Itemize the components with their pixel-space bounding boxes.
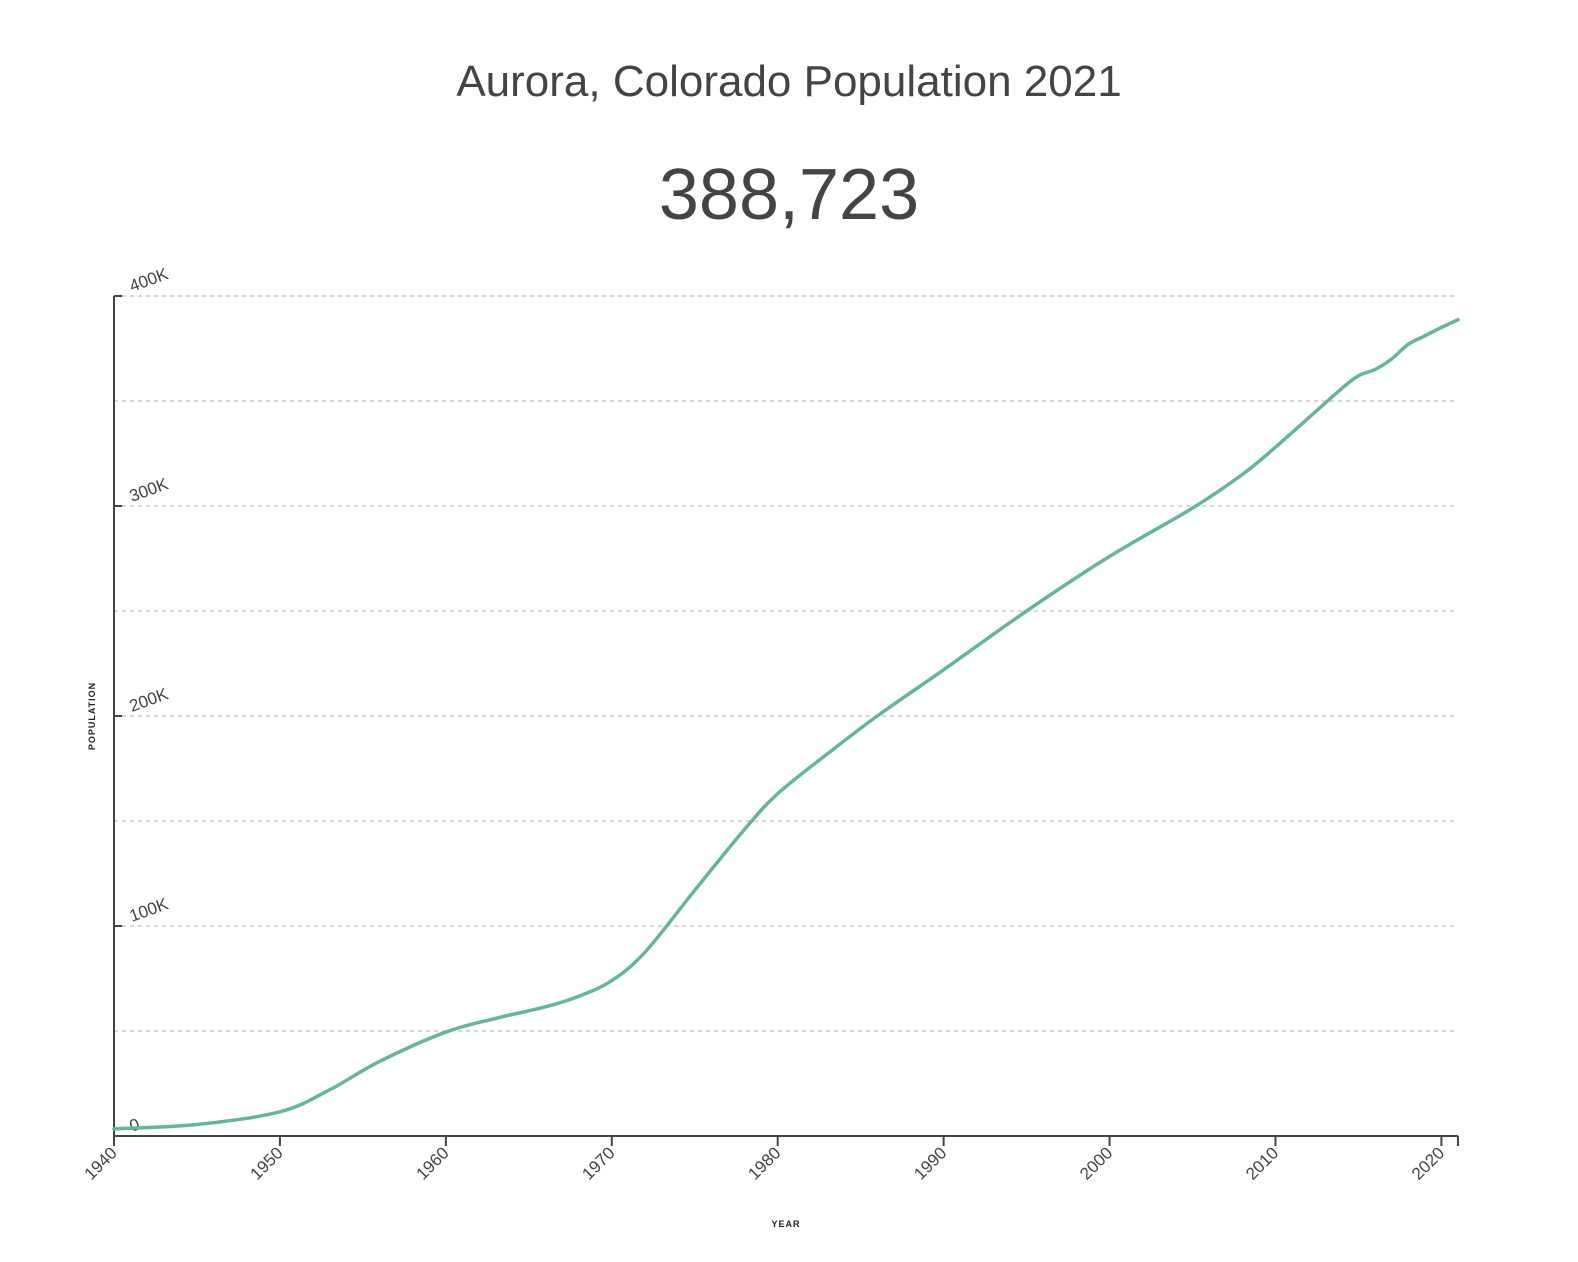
x-tick-label: 2000 — [1076, 1143, 1116, 1183]
chart-title: Aurora, Colorado Population 2021 — [456, 57, 1122, 106]
series-layer — [112, 317, 1460, 1131]
x-tick-label: 1940 — [81, 1143, 121, 1183]
y-tick-label: 400K — [127, 264, 171, 296]
x-tick-label: 2020 — [1408, 1143, 1448, 1183]
y-axis-title: POPULATION — [87, 682, 97, 750]
gridlines — [114, 295, 1458, 1032]
y-tick-label: 0 — [127, 1115, 142, 1136]
y-tick-label: 200K — [127, 684, 171, 716]
y-tick-label: 100K — [127, 894, 171, 926]
x-tick-label: 1990 — [910, 1143, 950, 1183]
x-tick-label: 1970 — [578, 1143, 618, 1183]
current-population-value: 388,723 — [658, 155, 920, 235]
ticks: 0 100K 200K 300K 400K 1940 1950 1960 1970 1980 199… — [81, 264, 1459, 1184]
x-tick-label: 2010 — [1242, 1143, 1282, 1183]
x-axis-title: YEAR — [771, 1219, 800, 1229]
x-tick-label: 1960 — [412, 1143, 452, 1183]
population-series-line — [112, 317, 1460, 1131]
x-tick-label: 1980 — [744, 1143, 784, 1183]
y-tick-label: 300K — [127, 474, 171, 506]
x-tick-label: 1950 — [247, 1143, 287, 1183]
